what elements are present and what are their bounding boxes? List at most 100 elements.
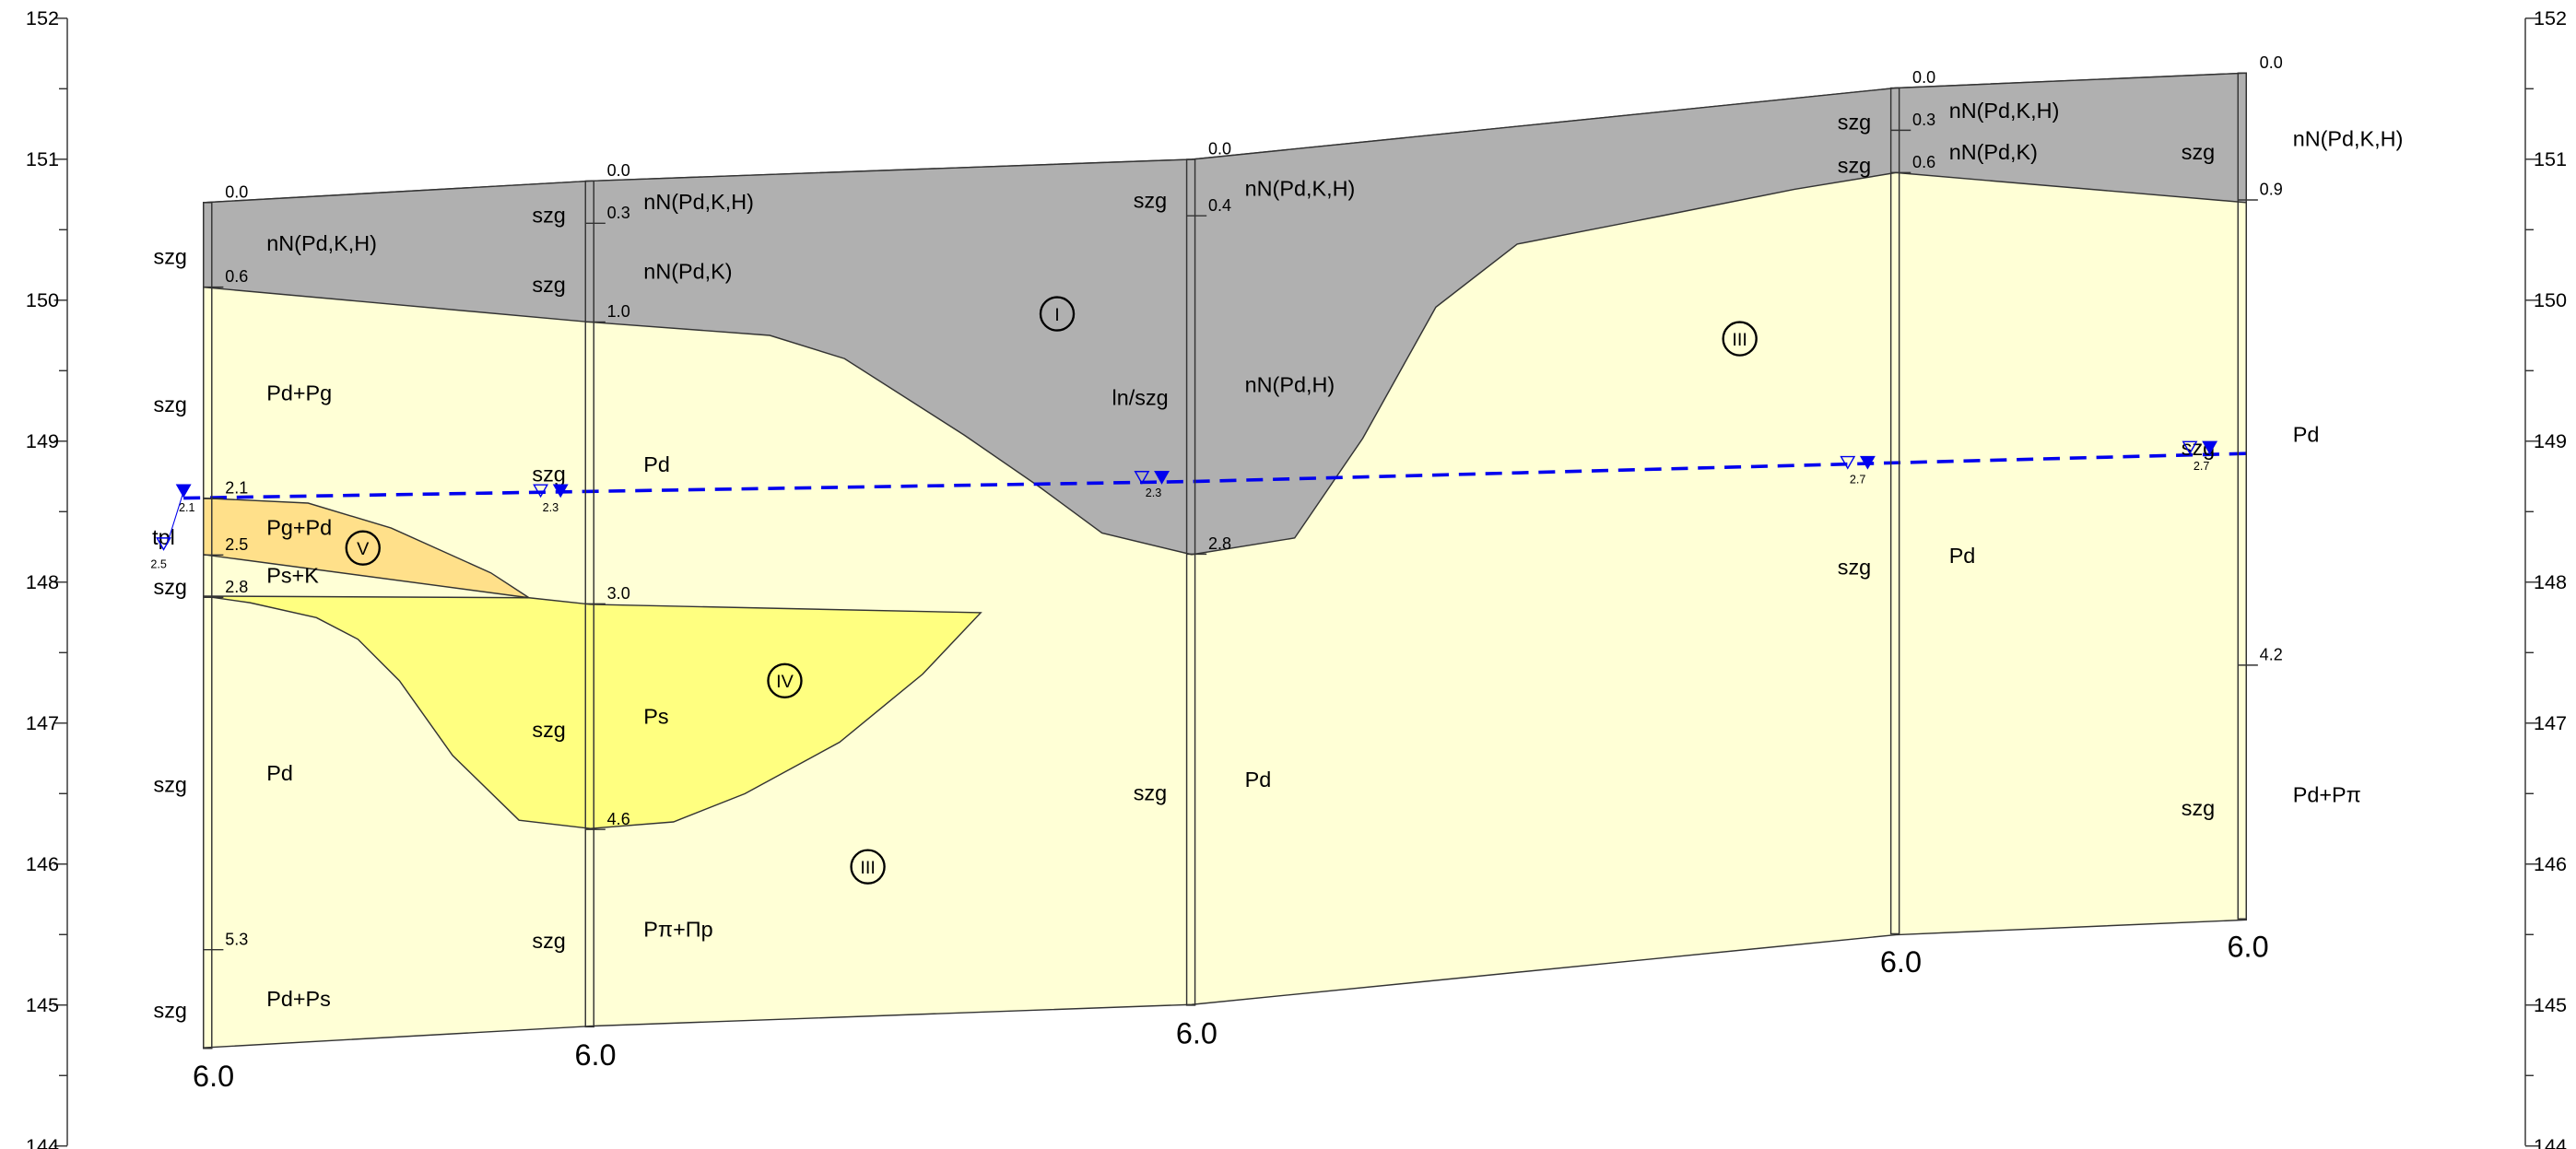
- depth-label: 2.8: [225, 578, 248, 596]
- fill-layer: [203, 72, 2247, 556]
- depth-label: 4.6: [607, 810, 630, 828]
- soil-description: Ps+K: [266, 564, 319, 588]
- soil-code: szg: [532, 463, 565, 487]
- soil-description: Pd: [1949, 544, 1976, 568]
- elevation-label: 144: [26, 1134, 59, 1149]
- soil-description: Pπ+Πp: [643, 917, 712, 941]
- water-depth: 2.7: [1850, 473, 1866, 486]
- zone-label: V: [357, 539, 370, 559]
- borehole-depth: 6.0: [1176, 1016, 1217, 1049]
- soil-description: Pd: [643, 452, 670, 476]
- depth-label: 2.1: [225, 479, 248, 498]
- soil-code: szg: [532, 718, 565, 742]
- soil-description: Pd+Pg: [266, 381, 332, 404]
- depth-label: 0.0: [1208, 140, 1231, 158]
- elevation-label: 146: [2534, 852, 2567, 875]
- borehole-depth: 6.0: [193, 1060, 234, 1093]
- water-depth: 2.3: [543, 501, 559, 514]
- borehole-column: [1185, 158, 1196, 1006]
- soil-code: szg: [154, 773, 187, 797]
- depth-label: 0.3: [607, 204, 630, 222]
- depth-label: 0.4: [1208, 196, 1231, 215]
- zone-circle: [1039, 296, 1076, 332]
- soil-code: szg: [1838, 111, 1871, 135]
- elevation-label: 149: [26, 429, 59, 452]
- elevation-label: 152: [26, 6, 59, 29]
- depth-label: 0.0: [2260, 53, 2283, 72]
- soil-code: szg: [2182, 140, 2215, 164]
- depth-label: 0.0: [225, 182, 248, 201]
- zone-label: III: [1732, 330, 1747, 350]
- borehole-column: [2237, 72, 2247, 920]
- depth-label: 0.3: [1912, 111, 1935, 129]
- depth-label: 0.9: [2260, 181, 2283, 199]
- soil-description: Pd+Pπ: [2293, 782, 2361, 806]
- elevation-label: 144: [2534, 1134, 2567, 1149]
- depth-label: 0.6: [1912, 153, 1935, 171]
- borehole-column: [1889, 87, 1900, 935]
- soil-code: szg: [532, 929, 565, 953]
- zone-label: IV: [776, 672, 794, 692]
- soil-description: nN(Pd,K,H): [1949, 99, 2060, 123]
- elevation-label: 150: [2534, 288, 2567, 311]
- soil-description: Pd+Ps: [266, 987, 331, 1011]
- water-marker: [1840, 455, 1856, 470]
- elevation-label: 148: [26, 570, 59, 593]
- soil-code: szg: [1134, 781, 1167, 805]
- water-marker: [1154, 471, 1170, 485]
- soil-code: szg: [1838, 556, 1871, 580]
- soil-code: szg: [2182, 796, 2215, 820]
- borehole-depth: 6.0: [575, 1038, 617, 1072]
- water-marker: [1134, 471, 1150, 485]
- elevation-label: 151: [2534, 147, 2567, 170]
- depth-label: 1.0: [607, 302, 630, 321]
- soil-description: nN(Pd,K): [643, 260, 732, 284]
- zone-circle: [767, 662, 803, 699]
- soil-code: szg: [1838, 153, 1871, 177]
- elevation-label: 151: [26, 147, 59, 170]
- depth-label: 0.0: [1912, 68, 1935, 87]
- soil-description: nN(Pd,K,H): [2293, 127, 2404, 151]
- depth-label: 0.0: [607, 161, 630, 180]
- water-depth: 2.1: [179, 501, 195, 514]
- soil-code: szg: [154, 575, 187, 599]
- soil-description: Pg+Pd: [266, 515, 332, 539]
- elevation-label: 147: [26, 711, 59, 734]
- soil-description: Pd: [1245, 768, 1272, 791]
- depth-label: 0.6: [225, 267, 248, 286]
- soil-description: Ps: [643, 705, 668, 729]
- zone-label: III: [860, 858, 876, 878]
- elevation-label: 146: [26, 852, 59, 875]
- zone-label: I: [1054, 305, 1060, 325]
- depth-label: 2.5: [225, 535, 248, 554]
- soil-description: nN(Pd,K): [1949, 140, 2038, 164]
- borehole-depth: 6.0: [1880, 945, 1922, 979]
- soil-code: szg: [1134, 188, 1167, 212]
- soil-description: nN(Pd,K,H): [643, 190, 754, 214]
- depth-label: 4.2: [2260, 645, 2283, 663]
- water-marker: [533, 484, 549, 498]
- water-marker: [175, 484, 192, 498]
- depth-label: 5.3: [225, 930, 248, 948]
- depth-label: 2.8: [1208, 534, 1231, 553]
- soil-description: Pd: [266, 761, 293, 785]
- lens-iv: [203, 595, 982, 829]
- soil-code: szg: [154, 393, 187, 416]
- elevation-label: 148: [2534, 570, 2567, 593]
- water-depth: 2.7: [2194, 460, 2210, 473]
- soil-code: szg: [532, 273, 565, 297]
- water-rise: [166, 491, 184, 545]
- soil-description: nN(Pd,K,H): [266, 231, 377, 255]
- zone-circle: [850, 849, 886, 885]
- water-depth: 2.3: [1146, 487, 1162, 499]
- water-marker: [1859, 455, 1876, 470]
- elevation-label: 145: [2534, 993, 2567, 1016]
- soil-code: szg: [154, 245, 187, 269]
- soil-code: tpl: [152, 525, 175, 549]
- soil-description: nN(Pd,K,H): [1245, 177, 1356, 201]
- zone-circle: [1722, 321, 1758, 357]
- elevation-label: 150: [26, 288, 59, 311]
- depth-label: 3.0: [607, 584, 630, 603]
